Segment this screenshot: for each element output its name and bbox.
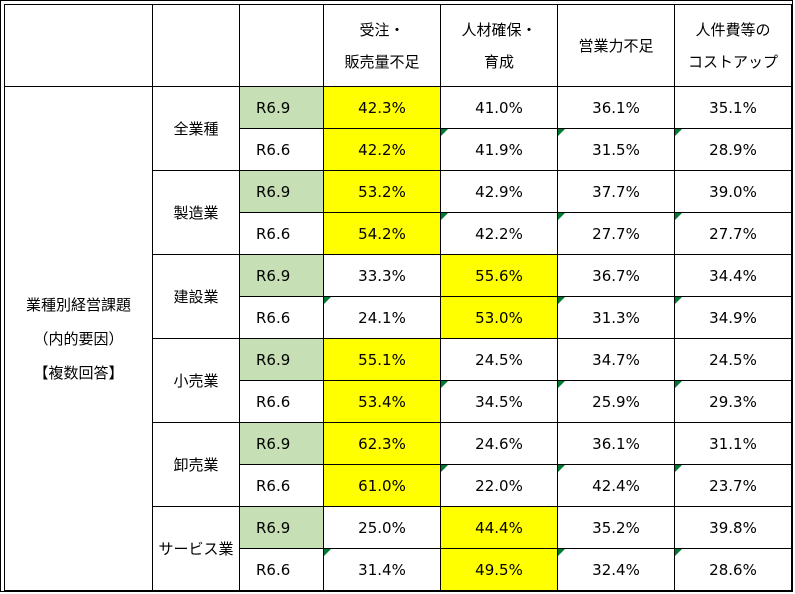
table-row: 卸売業 R6.9 62.3% 24.6% 36.1% 31.1% xyxy=(5,422,792,507)
period-label: R6.6 xyxy=(239,128,324,171)
value-cell: 42.4% xyxy=(557,464,675,507)
period-label: R6.9 xyxy=(239,170,324,213)
industry-label: サービス業 xyxy=(152,506,240,591)
period-label: R6.6 xyxy=(239,212,324,255)
value-cell: 25.0% xyxy=(323,506,441,549)
value-cell: 39.8% xyxy=(674,506,792,549)
value-cell: 55.1% xyxy=(323,338,441,381)
period-label: R6.6 xyxy=(239,296,324,339)
header-labor-cost: 人件費等の コストアップ xyxy=(674,4,792,87)
value-cell: 54.2% xyxy=(323,212,441,255)
value-cell: 24.5% xyxy=(674,338,792,381)
table-row: 小売業 R6.9 55.1% 24.5% 34.7% 24.5% xyxy=(5,338,792,423)
industry-label: 小売業 xyxy=(152,338,240,423)
value-cell: 28.6% xyxy=(674,548,792,591)
value-cell: 36.1% xyxy=(557,86,675,129)
business-issues-table: 受注・ 販売量不足 人材確保・ 育成 営業力不足 人件費等の コストアップ 業種… xyxy=(4,4,792,591)
industry-label: 建設業 xyxy=(152,254,240,339)
value-cell: 28.9% xyxy=(674,128,792,171)
table-row: R6.6 54.2% 42.2% 27.7% 27.7% xyxy=(5,212,792,255)
table-row: 業種別経営課題 （内的要因） 【複数回答】 全業種 R6.9 42.3% 41.0% 36.1… xyxy=(4,86,792,591)
value-cell: 53.4% xyxy=(323,380,441,423)
value-cell: 41.0% xyxy=(440,86,558,129)
header-sales-shortage: 受注・ 販売量不足 xyxy=(323,4,441,87)
industry-label: 製造業 xyxy=(152,170,240,255)
period-label: R6.9 xyxy=(239,254,324,297)
value-cell: 53.2% xyxy=(323,170,441,213)
value-cell: 23.7% xyxy=(674,464,792,507)
value-cell: 41.9% xyxy=(440,128,558,171)
value-cell: 31.3% xyxy=(557,296,675,339)
header-sales-power: 営業力不足 xyxy=(557,4,675,87)
value-cell: 34.7% xyxy=(557,338,675,381)
period-label: R6.9 xyxy=(239,338,324,381)
header-line: 人件費等の xyxy=(695,20,771,39)
header-row: 受注・ 販売量不足 人材確保・ 育成 営業力不足 人件費等の コストアップ xyxy=(4,4,792,87)
value-cell: 32.4% xyxy=(557,548,675,591)
table-row: R6.6 24.1% 53.0% 31.3% 34.9% xyxy=(5,296,792,339)
header-line: 人材確保・ xyxy=(461,20,537,39)
value-cell: 31.1% xyxy=(674,422,792,465)
value-cell: 31.5% xyxy=(557,128,675,171)
table-row: R6.6 61.0% 22.0% 42.4% 23.7% xyxy=(5,464,792,507)
group-label: 業種別経営課題 （内的要因） 【複数回答】 xyxy=(4,86,153,591)
value-cell: 24.6% xyxy=(440,422,558,465)
value-cell: 24.1% xyxy=(323,296,441,339)
value-cell: 25.9% xyxy=(557,380,675,423)
value-cell: 35.1% xyxy=(674,86,792,129)
header-line: 販売量不足 xyxy=(344,52,420,71)
value-cell: 27.7% xyxy=(557,212,675,255)
value-cell: 61.0% xyxy=(323,464,441,507)
header-blank-industry xyxy=(152,4,240,87)
value-cell: 24.5% xyxy=(440,338,558,381)
period-label: R6.6 xyxy=(239,464,324,507)
value-cell: 36.1% xyxy=(557,422,675,465)
value-cell: 33.3% xyxy=(323,254,441,297)
header-blank-period xyxy=(239,4,324,87)
value-cell: 34.5% xyxy=(440,380,558,423)
value-cell: 55.6% xyxy=(440,254,558,297)
header-line: 育成 xyxy=(483,52,514,71)
value-cell: 53.0% xyxy=(440,296,558,339)
header-talent: 人材確保・ 育成 xyxy=(440,4,558,87)
industry-label: 卸売業 xyxy=(152,422,240,507)
header-line: 営業力不足 xyxy=(578,36,654,55)
period-label: R6.6 xyxy=(239,380,324,423)
period-label: R6.9 xyxy=(239,506,324,549)
group-label-line: 【複数回答】 xyxy=(33,363,124,382)
table-row: 建設業 R6.9 33.3% 55.6% 36.7% 34.4% xyxy=(5,254,792,339)
value-cell: 42.2% xyxy=(440,212,558,255)
value-cell: 42.3% xyxy=(323,86,441,129)
value-cell: 42.9% xyxy=(440,170,558,213)
header-line: コストアップ xyxy=(687,52,778,71)
value-cell: 42.2% xyxy=(323,128,441,171)
value-cell: 49.5% xyxy=(440,548,558,591)
value-cell: 34.9% xyxy=(674,296,792,339)
value-cell: 34.4% xyxy=(674,254,792,297)
value-cell: 31.4% xyxy=(323,548,441,591)
value-cell: 36.7% xyxy=(557,254,675,297)
table-row: サービス業 R6.9 25.0% 44.4% 35.2% 39.8% xyxy=(5,506,792,591)
industry-label: 全業種 xyxy=(152,86,240,171)
value-cell: 44.4% xyxy=(440,506,558,549)
value-cell: 22.0% xyxy=(440,464,558,507)
value-cell: 35.2% xyxy=(557,506,675,549)
group-label-line: 業種別経営課題 xyxy=(25,295,131,314)
group-label-line: （内的要因） xyxy=(33,329,124,348)
value-cell: 39.0% xyxy=(674,170,792,213)
value-cell: 29.3% xyxy=(674,380,792,423)
period-label: R6.9 xyxy=(239,86,324,129)
value-cell: 37.7% xyxy=(557,170,675,213)
header-line: 受注・ xyxy=(359,20,405,39)
period-label: R6.9 xyxy=(239,422,324,465)
table-row: R6.6 31.4% 49.5% 32.4% 28.6% xyxy=(5,548,792,591)
value-cell: 62.3% xyxy=(323,422,441,465)
period-label: R6.6 xyxy=(239,548,324,591)
value-cell: 27.7% xyxy=(674,212,792,255)
header-blank xyxy=(4,4,153,87)
